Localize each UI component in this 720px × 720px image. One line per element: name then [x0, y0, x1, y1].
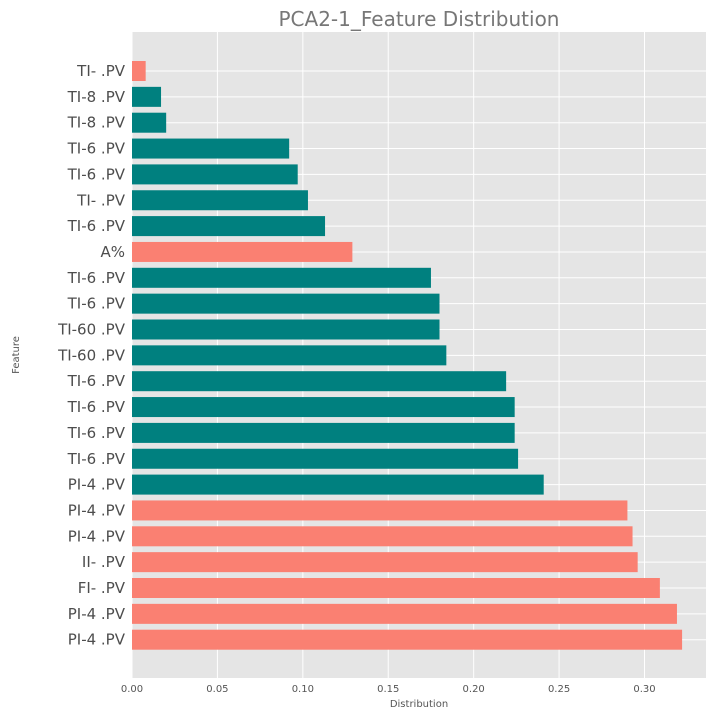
- bar: [132, 216, 326, 237]
- chart-title: PCA2-1_Feature Distribution: [279, 7, 560, 31]
- x-tick-label: 0.10: [292, 684, 314, 695]
- bar: [132, 319, 440, 340]
- y-axis-label: Feature: [11, 336, 22, 374]
- bar: [132, 578, 660, 598]
- bar: [132, 397, 515, 418]
- bar: [132, 112, 167, 133]
- y-tick-label: PI-4 .PV: [68, 631, 126, 649]
- y-tick-label: TI-6 .PV: [67, 140, 126, 158]
- bar: [132, 61, 146, 81]
- bar: [132, 164, 298, 185]
- x-axis-label: Distribution: [390, 699, 448, 710]
- bar: [132, 474, 544, 495]
- y-tick-label: TI- .PV: [76, 62, 126, 80]
- x-tick-label: 0.20: [463, 684, 485, 695]
- bar: [132, 603, 677, 624]
- x-tick-label: 0.05: [206, 684, 228, 695]
- bar: [132, 138, 290, 159]
- bar: [132, 552, 638, 573]
- y-tick-label: TI-6 .PV: [67, 269, 126, 287]
- y-tick-label: TI-60 .PV: [57, 346, 126, 364]
- y-tick-label: TI-60 .PV: [57, 321, 126, 339]
- x-tick-label: 0.25: [548, 684, 570, 695]
- bar: [132, 448, 519, 469]
- bar: [132, 293, 440, 314]
- bar: [132, 371, 507, 392]
- bar: [132, 345, 447, 366]
- y-tick-label: TI- .PV: [76, 191, 126, 209]
- bar: [132, 241, 353, 262]
- y-tick-label: TI-6 .PV: [67, 398, 126, 416]
- bar: [132, 500, 628, 521]
- y-tick-label: TI-8 .PV: [67, 114, 126, 132]
- y-tick-labels: TI- .PV TI-8 .PV TI-8 .PV TI-6 .PV TI-6 .PV T…: [57, 62, 126, 649]
- y-tick-label: A%: [100, 243, 125, 261]
- y-tick-label: TI-6 .PV: [67, 165, 126, 183]
- y-tick-label: PI-4 .PV: [68, 527, 126, 545]
- y-tick-label: II- .PV: [82, 553, 126, 571]
- x-tick-labels: 0.00 0.05 0.10 0.15 0.20 0.25 0.30: [121, 684, 656, 695]
- x-tick-label: 0.00: [121, 684, 143, 695]
- bar: [132, 422, 515, 443]
- y-tick-label: PI-4 .PV: [68, 476, 126, 494]
- y-tick-label: TI-8 .PV: [67, 88, 126, 106]
- bar: [132, 526, 633, 547]
- bar: [132, 190, 308, 211]
- bar: [132, 629, 683, 650]
- bar: [132, 86, 162, 107]
- y-tick-label: TI-6 .PV: [67, 372, 126, 390]
- y-tick-label: PI-4 .PV: [68, 605, 126, 623]
- y-tick-label: TI-6 .PV: [67, 424, 126, 442]
- y-tick-label: FI- .PV: [78, 579, 126, 597]
- y-tick-label: TI-6 .PV: [67, 295, 126, 313]
- x-tick-label: 0.15: [377, 684, 399, 695]
- y-tick-label: TI-6 .PV: [67, 217, 126, 235]
- x-tick-label: 0.30: [633, 684, 655, 695]
- bars: [132, 61, 683, 650]
- y-tick-label: PI-4 .PV: [68, 501, 126, 519]
- y-tick-label: TI-6 .PV: [67, 450, 126, 468]
- bar: [132, 267, 431, 288]
